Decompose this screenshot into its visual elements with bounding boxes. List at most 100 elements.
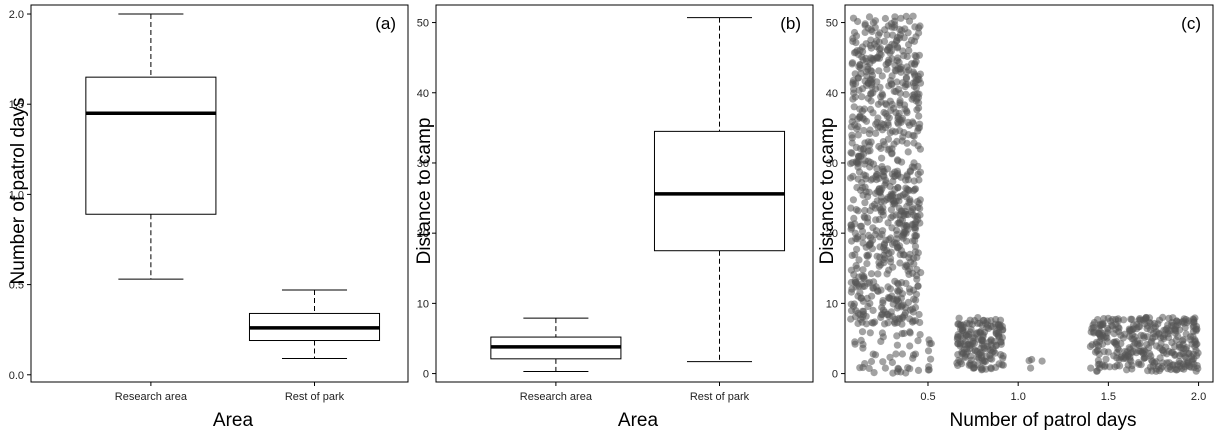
scatter-point [974, 314, 982, 322]
scatter-point [909, 354, 917, 362]
scatter-point [1102, 355, 1110, 363]
scatter-point [886, 129, 894, 137]
scatter-point [866, 329, 874, 337]
scatter-point [914, 366, 923, 374]
scatter-point [909, 12, 917, 20]
scatter-point [912, 296, 920, 304]
scatter-point [851, 277, 859, 285]
scatter-point [1175, 352, 1183, 360]
scatter-point [878, 126, 887, 134]
scatter-point [916, 70, 925, 78]
scatter-point [1104, 326, 1112, 334]
scatter-point [912, 290, 921, 298]
scatter-point [878, 154, 886, 162]
scatter-point [1187, 363, 1195, 371]
scatter-point [887, 258, 895, 266]
scatter-point [911, 242, 920, 250]
scatter-point [861, 206, 869, 215]
scatter-point [867, 357, 876, 366]
scatter-point [869, 160, 878, 168]
scatter-point [1128, 315, 1136, 323]
scatter-point [958, 324, 967, 333]
scatter-point [860, 126, 868, 135]
scatter-point [909, 119, 917, 127]
scatter-point [896, 101, 904, 109]
scatter-point [869, 236, 877, 244]
scatter-point [890, 140, 898, 148]
scatter-point [955, 314, 963, 322]
scatter-point [848, 59, 857, 67]
scatter-point [961, 352, 969, 360]
x-tick-label: 1.0 [1011, 391, 1026, 403]
scatter-point [897, 247, 906, 255]
scatter-point [874, 53, 882, 61]
scatter-point [853, 245, 861, 253]
scatter-point [913, 275, 921, 283]
scatter-point [898, 350, 907, 358]
scatter-point [1159, 359, 1167, 367]
scatter-point [874, 114, 882, 122]
scatter-point [862, 68, 870, 76]
y-tick-label: 20 [417, 228, 429, 240]
scatter-point [865, 251, 873, 259]
scatter-point [1120, 316, 1128, 324]
scatter-point [915, 51, 924, 59]
scatter-point [893, 37, 901, 45]
scatter-point [854, 163, 862, 171]
scatter-point [979, 332, 987, 341]
scatter-point [883, 31, 891, 39]
scatter-point [848, 131, 856, 139]
scatter-point [862, 320, 871, 328]
scatter-point [867, 54, 875, 62]
y-tick-label: 40 [826, 88, 838, 100]
scatter-point [1136, 315, 1144, 323]
x-tick-label: 0.5 [920, 391, 935, 403]
scatter-point [927, 339, 935, 348]
y-tick-label: 0.5 [9, 280, 24, 292]
scatter-point [913, 95, 921, 103]
scatter-point [854, 131, 862, 139]
scatter-point [874, 270, 882, 278]
scatter-point [1088, 341, 1096, 349]
scatter-point [904, 148, 912, 156]
scatter-point [859, 85, 867, 93]
scatter-point [896, 259, 904, 267]
scatter-point [875, 185, 884, 193]
scatter-point [916, 145, 925, 153]
scatter-point [878, 72, 886, 80]
scatter-point [1181, 353, 1189, 361]
scatter-point [1160, 326, 1168, 334]
scatter-point [1127, 349, 1136, 357]
scatter-point [1115, 328, 1123, 336]
scatter-point [877, 337, 885, 345]
scatter-point [898, 302, 906, 310]
y-tick-label: 0 [423, 369, 429, 381]
scatter-point [906, 342, 914, 350]
scatter-point [893, 341, 902, 349]
scatter-point [856, 311, 864, 319]
scatter-point [865, 188, 873, 196]
scatter-point [849, 95, 857, 103]
scatter-point [1148, 337, 1156, 345]
scatter-point [1191, 338, 1199, 346]
scatter-point [850, 103, 858, 111]
scatter-point [1192, 327, 1200, 335]
scatter-point [1135, 342, 1143, 350]
scatter-point [1114, 315, 1122, 323]
scatter-point [853, 183, 861, 192]
scatter-point [1087, 364, 1095, 372]
scatter-point [1097, 321, 1105, 329]
scatter-point [849, 196, 858, 204]
y-tick-label: 0.0 [9, 370, 24, 382]
scatter-point [968, 320, 977, 328]
scatter-point [852, 39, 860, 47]
scatter-point [852, 283, 860, 291]
scatter-point [895, 204, 903, 212]
scatter-point [861, 199, 869, 207]
scatter-point [867, 176, 875, 184]
scatter-point [891, 200, 899, 208]
scatter-point [873, 252, 881, 260]
scatter-point [901, 228, 909, 236]
scatter-point [910, 159, 918, 167]
scatter-point [856, 289, 864, 297]
